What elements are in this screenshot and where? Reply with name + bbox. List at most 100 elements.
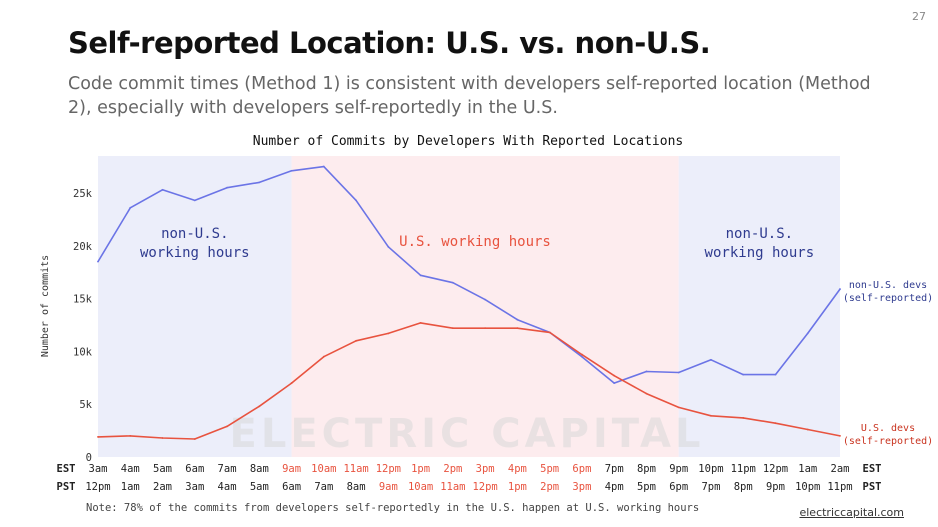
series-0-point [581,355,583,358]
x-tick-est: 12pm [763,463,788,475]
series-line-0 [97,165,841,384]
y-tick-label: 10k [73,346,93,358]
series-1-point [129,434,132,437]
x-tick-est: 9am [282,463,301,475]
x-tick-est: 10am [311,463,336,475]
x-tick-pst: 2am [153,481,172,493]
band-label: working hours [705,245,815,261]
band-non_us-2 [678,156,840,457]
series-1-point [322,355,325,358]
series-0-point [290,169,293,172]
footnote: Note: 78% of the commits from developers… [86,502,700,514]
x-tick-est: 5pm [540,463,559,475]
x-tick-est: 5am [153,463,172,475]
x-tick-pst: 1am [121,481,140,493]
series-1-point [451,327,454,330]
series-label: (self-reported) [843,293,933,304]
series-label: non-U.S. devs [849,280,927,291]
series-0-point [645,370,648,373]
series-0-point [355,199,357,202]
series-1-point [193,438,196,440]
working-hour-bands: non-U.S. working hours U.S. working hours n… [98,156,840,457]
page-title: Self-reported Location: U.S. vs. non-U.S… [68,26,711,60]
x-tick-pst: 5pm [637,481,656,493]
x-tick-pst: 10am [408,481,433,493]
timezone-label-left: EST [57,463,76,475]
x-tick-pst: 12pm [472,481,497,493]
watermark: ELECTRIC CAPITAL [230,411,705,457]
series-0-point [516,318,519,321]
y-tick-label: 15k [73,294,93,306]
x-tick-est: 8pm [637,463,656,475]
x-tick-pst: 11am [440,481,465,493]
chart-title: Number of Commits by Developers With Rep… [253,134,683,149]
x-tick-est: 3pm [476,463,495,475]
x-tick-pst: 9pm [766,481,785,493]
series-0-point [419,274,422,277]
x-tick-pst: 9am [379,481,398,493]
x-tick-est: 7pm [605,463,624,475]
series-1-point [742,417,745,419]
series-1-point [387,332,390,335]
x-tick-pst: 2pm [540,481,559,493]
chart-labels: Number of Commits by Developers With Rep… [253,134,933,447]
band-label: non-U.S. [161,226,228,242]
series-line-1 [97,322,841,440]
site-link[interactable]: electriccapital.com [799,506,904,519]
timezone-label-left: PST [57,481,76,493]
series-0-point [97,260,99,263]
x-tick-est: 7am [218,463,237,475]
x-tick-pst: 4pm [605,481,624,493]
x-tick-pst: 8pm [734,481,753,493]
x-tick-est: 9pm [669,463,688,475]
y-axis-label: Number of commits [40,255,51,357]
series-0-point [613,382,616,384]
page-number: 27 [912,10,926,23]
x-tick-est: 2pm [443,463,462,475]
series-0-point [451,281,454,284]
series-0-point [129,206,132,209]
series-label: U.S. devs [861,423,915,434]
x-tick-pst: 3am [185,481,204,493]
timezone-label-right: EST [863,463,882,475]
timezone-label-right: PST [863,481,882,493]
series-1-point [710,414,712,417]
y-tick-label: 5k [79,399,92,411]
series-1-point [484,327,487,330]
series-1-point [677,406,680,409]
series-1-point [290,382,293,384]
x-tick-est: 4pm [508,463,527,475]
series-1-point [226,425,228,428]
x-tick-est: 1am [798,463,817,475]
series-1-point [355,339,357,342]
series-1-point [97,436,99,438]
x-tick-est: 11pm [731,463,756,475]
series-0-point [484,298,487,301]
x-tick-est: 6pm [572,463,591,475]
y-tick-label: 20k [73,241,93,253]
series-0-point [226,186,228,189]
band-label: U.S. working hours [399,234,551,250]
y-axis: 0 5k 10k 15k 20k 25k Number of commits [40,188,93,464]
series-1-point [258,405,261,408]
y-tick-label: 25k [73,188,93,200]
series-0-point [193,199,196,202]
x-tick-pst: 11pm [827,481,852,493]
y-tick-label: 0 [86,452,92,464]
x-tick-est: 8am [250,463,269,475]
series-0-point [839,288,841,290]
series-0-point [387,245,390,248]
x-tick-pst: 10pm [795,481,820,493]
x-tick-est: 1pm [411,463,430,475]
series-0-point [710,358,712,361]
series-1-point [839,434,841,437]
series-0-point [774,373,777,376]
x-tick-est: 10pm [698,463,723,475]
series-0-point [677,371,680,374]
series-0-point [258,181,261,184]
series-1-point [581,353,583,356]
series-1-point [516,327,519,330]
series-1-point [806,428,809,431]
x-tick-pst: 3pm [572,481,591,493]
